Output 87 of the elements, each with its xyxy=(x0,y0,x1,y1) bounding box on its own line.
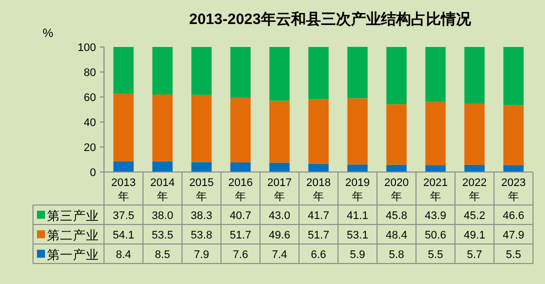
y-tick-label: 100 xyxy=(78,42,96,54)
data-label: 51.7 xyxy=(230,229,252,242)
bar xyxy=(230,47,251,98)
bar xyxy=(269,100,290,163)
bar xyxy=(113,162,134,172)
x-tick-label: 2014年 xyxy=(150,177,175,203)
data-label: 45.8 xyxy=(386,210,408,222)
y-tick-label: 80 xyxy=(84,67,96,79)
data-label: 48.4 xyxy=(386,229,408,242)
data-label: 46.6 xyxy=(502,210,524,222)
data-label: 38.3 xyxy=(190,210,212,222)
y-tick-label: 60 xyxy=(84,92,96,104)
data-label: 5.7 xyxy=(466,248,482,261)
data-label: 5.5 xyxy=(506,248,522,261)
bar xyxy=(230,98,251,162)
data-label: 5.9 xyxy=(350,248,366,261)
x-tick-label: 2013年 xyxy=(111,177,136,203)
legend-label: 第三产业 xyxy=(47,208,99,223)
bar xyxy=(425,165,446,172)
data-label: 41.1 xyxy=(346,210,368,222)
x-tick-label: 2018年 xyxy=(306,177,331,203)
bar xyxy=(308,164,329,172)
x-tick-label: 2022年 xyxy=(462,177,487,203)
bar xyxy=(269,47,290,101)
data-label: 40.7 xyxy=(230,210,252,222)
bar xyxy=(347,164,368,172)
data-label: 5.8 xyxy=(388,248,404,261)
bar xyxy=(464,164,485,172)
bar xyxy=(191,162,212,172)
bar xyxy=(152,161,173,172)
y-tick-label: 0 xyxy=(90,167,96,179)
data-label: 49.6 xyxy=(268,229,290,242)
bar xyxy=(152,47,173,94)
bar xyxy=(386,104,407,165)
data-label: 53.8 xyxy=(190,229,212,242)
bar xyxy=(308,99,329,164)
bar xyxy=(503,165,524,172)
bar xyxy=(152,94,173,162)
bar xyxy=(191,94,212,162)
bar xyxy=(464,47,485,104)
x-tick-label: 2015年 xyxy=(189,177,214,203)
bar xyxy=(191,47,212,95)
x-tick-label: 2020年 xyxy=(384,177,409,203)
data-label: 43.9 xyxy=(424,210,446,222)
data-label: 47.9 xyxy=(502,229,524,242)
data-label: 53.5 xyxy=(152,229,174,242)
data-label: 7.6 xyxy=(232,248,248,261)
data-label: 41.7 xyxy=(308,210,330,222)
bar xyxy=(113,94,134,162)
data-label: 43.0 xyxy=(268,210,290,222)
y-tick-label: 20 xyxy=(84,142,96,154)
data-label: 49.1 xyxy=(464,229,486,242)
data-label: 38.0 xyxy=(152,210,174,222)
bar xyxy=(269,162,290,172)
x-tick-label: 2019年 xyxy=(345,177,370,203)
data-label: 7.4 xyxy=(272,248,288,261)
x-tick-label: 2023年 xyxy=(501,177,526,203)
x-tick-label: 2017年 xyxy=(267,177,292,203)
chart-title: 2013-2023年云和县三次产业结构占比情况 xyxy=(189,11,472,28)
data-label: 51.7 xyxy=(308,229,330,242)
legend-label: 第二产业 xyxy=(47,228,99,242)
data-label: 8.4 xyxy=(116,248,132,261)
data-label: 45.2 xyxy=(464,210,486,222)
legend-label: 第一产业 xyxy=(47,248,99,262)
bar xyxy=(464,104,485,165)
bar xyxy=(503,105,524,166)
data-label: 53.1 xyxy=(346,229,368,242)
y-axis-title: % xyxy=(42,26,54,40)
bar xyxy=(113,47,134,94)
bar xyxy=(347,98,368,165)
data-label: 8.5 xyxy=(154,248,170,261)
data-label: 6.6 xyxy=(310,248,326,261)
bar xyxy=(425,102,446,166)
x-tick-label: 2021年 xyxy=(423,177,448,203)
data-label: 37.5 xyxy=(112,210,134,222)
bar xyxy=(230,162,251,172)
data-label: 54.1 xyxy=(112,229,134,242)
data-label: 7.9 xyxy=(194,248,210,261)
data-label: 5.5 xyxy=(428,248,444,261)
y-tick-label: 40 xyxy=(84,117,96,129)
bar xyxy=(503,47,524,106)
x-tick-label: 2016年 xyxy=(228,177,253,203)
bar xyxy=(308,47,329,100)
bar xyxy=(386,47,407,104)
bar xyxy=(425,47,446,102)
bar xyxy=(347,46,368,98)
data-label: 50.6 xyxy=(424,229,446,242)
